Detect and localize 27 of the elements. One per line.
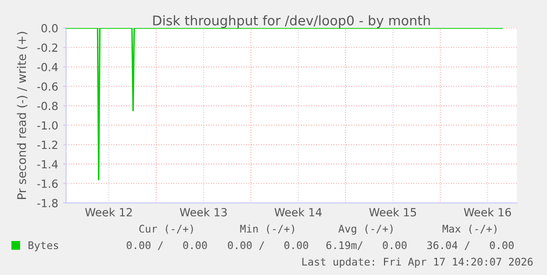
x-tick-label: Week 15	[369, 208, 416, 216]
x-tick-label: Week 12	[85, 208, 132, 216]
text: Avg (-/+)	[338, 224, 393, 235]
text: Max (-/+)	[442, 224, 496, 234]
y-tick-label: -1.4	[37, 160, 58, 168]
y-tick-label: -0.8	[37, 102, 58, 110]
y-tick-label: -0.4	[37, 62, 58, 72]
y-tick-label: -1.8	[37, 198, 58, 208]
text: 0.00 / 0.00	[228, 241, 308, 250]
text: 36.04 / 0.00	[427, 241, 514, 250]
text: Min (-/+)	[240, 224, 294, 234]
x-tick-label: Week 13	[180, 208, 227, 216]
legend-label: Bytes	[28, 241, 58, 252]
y-tick-label: -1.6	[37, 179, 58, 188]
y-tick-label: -0.6	[37, 82, 58, 91]
text: Cur (-/+)	[139, 224, 193, 234]
text: 0.00 / 0.00	[126, 241, 207, 250]
text: Last update: Fri Apr 17 14:20:07 2026	[302, 258, 533, 268]
x-tick-label: Week 14	[274, 208, 322, 216]
text: 6.19m/ 0.00	[326, 241, 407, 250]
y-tick-label: 0.0	[41, 24, 58, 32]
chart-title: Disk throughput for /dev/loop0 - by month	[153, 15, 430, 28]
x-tick-label: Week 16	[464, 208, 511, 216]
y-axis-title: Pr second read (-) / write (+)	[16, 32, 28, 199]
y-tick-label: -1.2	[37, 140, 58, 149]
y-tick-label: -0.2	[37, 43, 58, 52]
y-tick-label: -1.0	[37, 121, 58, 130]
